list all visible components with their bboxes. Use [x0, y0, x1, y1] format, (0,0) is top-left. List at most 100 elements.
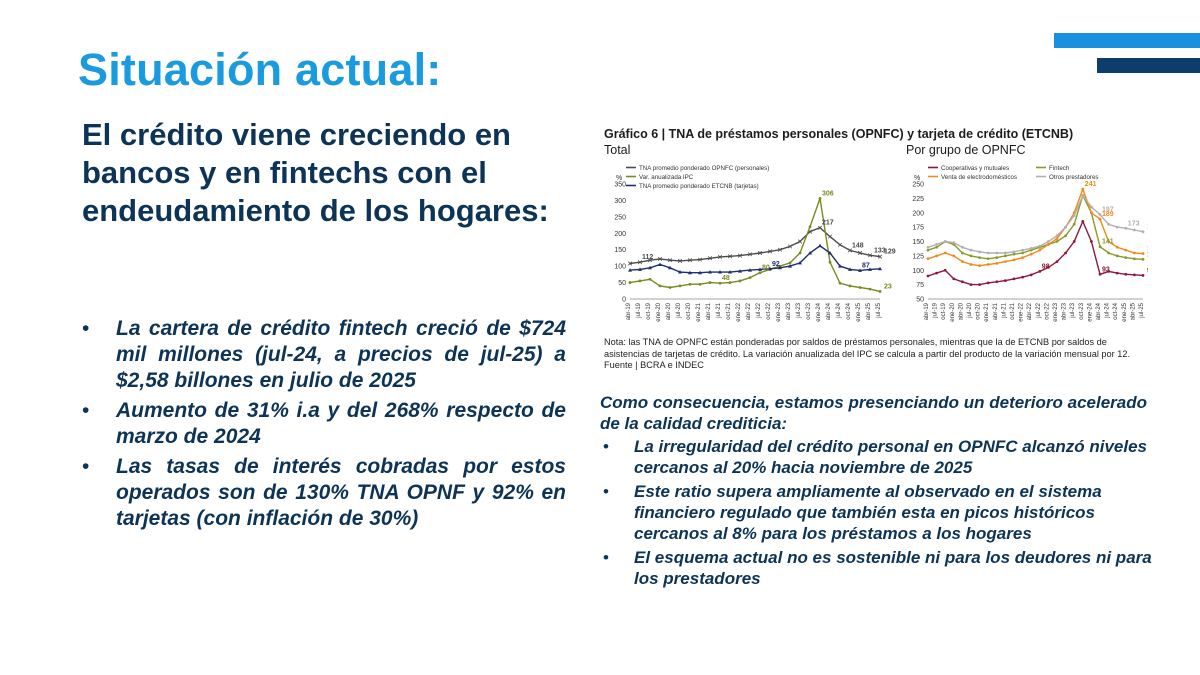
- series-point: [1081, 219, 1085, 223]
- left-bullet-text: Aumento de 31% i.a y del 268% respecto d…: [116, 399, 566, 448]
- x-tick-label: abr-19: [626, 302, 632, 320]
- series-point: [1133, 251, 1136, 255]
- y-tick-label: 250: [912, 182, 924, 189]
- data-label: 129: [884, 249, 896, 256]
- x-tick-label: jul-20: [676, 302, 682, 318]
- series-point: [828, 251, 832, 255]
- series-point: [1098, 245, 1102, 249]
- legend-label: Fintech: [1049, 165, 1070, 172]
- y-tick-label: 100: [614, 264, 626, 271]
- data-label: 241: [1085, 181, 1097, 188]
- series-point: [969, 283, 973, 287]
- x-tick-label: ene-20: [656, 302, 662, 321]
- series-point: [1029, 252, 1033, 256]
- series-point: [1021, 251, 1024, 255]
- y-tick-label: 175: [912, 225, 924, 232]
- series-point: [1141, 257, 1145, 261]
- series-point: [1098, 272, 1102, 276]
- series-point: [1012, 252, 1016, 256]
- series-point: [708, 281, 712, 284]
- series-point: [978, 283, 981, 287]
- left-bullet-item: • La cartera de crédito fintech creció de…: [82, 316, 566, 394]
- series-point: [1072, 214, 1076, 218]
- series-point: [627, 261, 633, 266]
- series-point: [848, 267, 852, 271]
- series-point: [738, 269, 742, 273]
- legend-label: Cooperativas y mutuales: [941, 165, 1009, 172]
- x-tick-label: jul-22: [1036, 302, 1042, 318]
- series-point: [1090, 211, 1093, 215]
- series-point: [737, 253, 743, 258]
- x-tick-label: abr-23: [1062, 302, 1068, 320]
- series-point: [738, 279, 742, 283]
- data-label: 133: [874, 247, 886, 254]
- series-point: [658, 262, 662, 266]
- series-point: [728, 281, 732, 284]
- data-label: 167: [1147, 224, 1148, 231]
- data-label: 92: [772, 261, 780, 268]
- series-point: [648, 265, 652, 270]
- series-point: [1124, 248, 1128, 252]
- series-point: [868, 267, 872, 271]
- series-point: [1107, 240, 1110, 243]
- series-point: [877, 254, 883, 259]
- x-tick-label: oct-19: [646, 302, 652, 319]
- series-point: [935, 242, 938, 246]
- x-tick-label: ene-24: [1087, 302, 1093, 321]
- series-point: [668, 265, 672, 270]
- series-point: [1021, 275, 1024, 279]
- x-tick-label: ene-25: [856, 302, 862, 321]
- series-point: [1133, 257, 1136, 261]
- series-line: [927, 193, 1144, 260]
- x-tick-label: jul-19: [636, 302, 642, 318]
- x-tick-label: oct-19: [941, 302, 947, 319]
- slide-subtitle: El crédito viene creciendo en bancos y e…: [82, 117, 549, 228]
- chart-group-title: Por grupo de OPNFC: [906, 143, 1026, 157]
- series-point: [658, 284, 662, 288]
- x-tick-label: oct-24: [846, 302, 852, 319]
- y-tick-label: 225: [912, 196, 924, 203]
- x-tick-label: jul-23: [796, 302, 802, 318]
- y-tick-label: 50: [916, 297, 924, 304]
- series-point: [1012, 277, 1016, 281]
- series-point: [952, 254, 956, 258]
- series-point: [961, 260, 964, 264]
- x-tick-label: abr-25: [866, 302, 872, 320]
- series-point: [827, 234, 833, 239]
- data-label: 306: [822, 190, 834, 197]
- data-label: 98: [1042, 263, 1050, 270]
- series-point: [638, 279, 642, 283]
- series-point: [1107, 270, 1110, 273]
- series-point: [678, 284, 682, 288]
- series-point: [698, 282, 702, 286]
- series-point: [808, 251, 812, 255]
- right-bullet-item: • La irregularidad del crédito personal e…: [600, 436, 1160, 478]
- series-point: [1115, 245, 1119, 249]
- bullet-icon: •: [82, 399, 90, 422]
- x-tick-label: ene-22: [1019, 302, 1025, 321]
- series-point: [798, 260, 802, 265]
- x-tick-label: ene-21: [984, 302, 990, 321]
- x-tick-label: oct-21: [1010, 302, 1016, 319]
- series-point: [1141, 230, 1145, 234]
- series-point: [697, 257, 703, 262]
- y-tick-label: 150: [614, 247, 626, 254]
- y-tick-label: 75: [916, 282, 924, 289]
- series-point: [1055, 240, 1059, 243]
- y-tick-label: 350: [614, 182, 626, 189]
- y-tick-label: 100: [912, 268, 924, 275]
- x-tick-label: abr-22: [746, 302, 752, 320]
- series-point: [748, 276, 752, 280]
- series-point: [1081, 187, 1085, 191]
- left-bullet-item: • Las tasas de interés cobradas por estos…: [82, 454, 566, 532]
- y-tick-label: 250: [614, 214, 626, 221]
- x-tick-label: ene-24: [816, 302, 822, 321]
- series-point: [995, 251, 999, 255]
- x-tick-label: abr-20: [958, 302, 964, 320]
- series-point: [1029, 273, 1033, 277]
- series-point: [748, 268, 752, 272]
- series-point: [668, 286, 672, 289]
- series-point: [648, 277, 652, 281]
- x-tick-label: ene-23: [776, 302, 782, 321]
- series-point: [637, 260, 643, 265]
